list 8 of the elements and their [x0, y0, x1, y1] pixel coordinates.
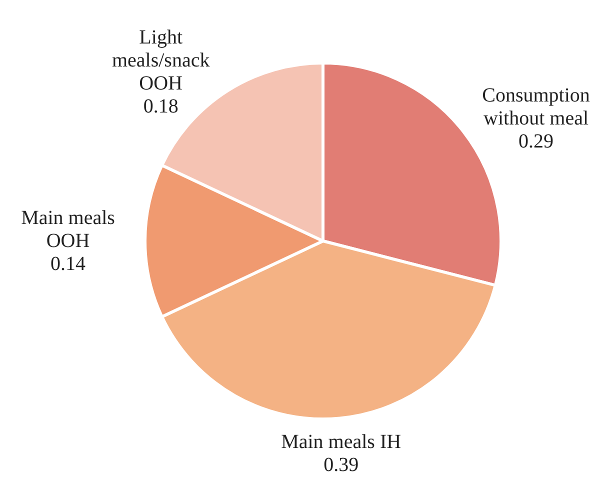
slice-label: Main meals OOH — [21, 207, 116, 252]
data-label: 0.39 — [324, 454, 359, 476]
data-label: 0.18 — [143, 96, 178, 118]
data-label: 0.14 — [50, 253, 86, 275]
data-label: 0.29 — [518, 130, 554, 152]
slice-label: Main meals IH — [281, 431, 402, 454]
slice-label: Light meals/snack OOH — [112, 26, 210, 95]
slice-label: Consumption without meal — [482, 84, 590, 130]
